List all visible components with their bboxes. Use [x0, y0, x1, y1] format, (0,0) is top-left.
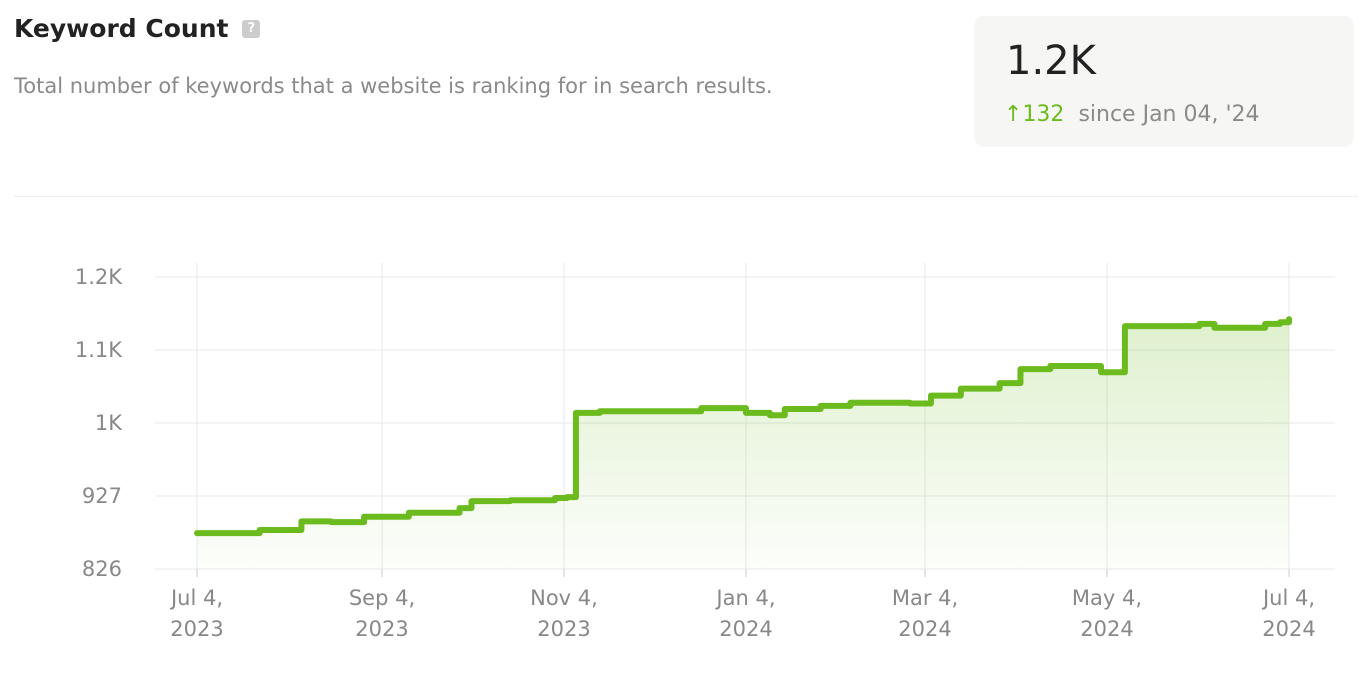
question-icon[interactable]: ?: [242, 19, 261, 38]
y-tick-label: 927: [82, 484, 122, 508]
x-tick-label: 2024: [1262, 617, 1315, 641]
x-tick-label: Nov 4,: [530, 586, 598, 610]
y-tick-label: 1.1K: [75, 338, 123, 362]
page-title: Keyword Count ?: [14, 14, 261, 43]
title-text: Keyword Count: [14, 14, 229, 43]
x-tick-label: 2023: [537, 617, 590, 641]
x-tick-label: 2023: [355, 617, 408, 641]
divider: [14, 196, 1358, 197]
y-tick-label: 1K: [95, 411, 123, 435]
since-label: since Jan 04, '24: [1078, 102, 1260, 127]
x-tick-label: Jan 4,: [714, 586, 775, 610]
change-indicator: ↑132 since Jan 04, '24: [1004, 102, 1260, 127]
arrow-up-icon: ↑: [1004, 102, 1023, 127]
change-value: 132: [1022, 102, 1065, 127]
keyword-total: 1.2K: [1006, 38, 1096, 84]
x-tick-label: Mar 4,: [892, 586, 958, 610]
y-tick-label: 826: [82, 557, 122, 581]
subtitle: Total number of keywords that a website …: [14, 74, 773, 98]
x-tick-label: Jul 4,: [1261, 586, 1315, 610]
x-tick-label: May 4,: [1072, 586, 1142, 610]
summary-card: 1.2K ↑132 since Jan 04, '24: [974, 16, 1354, 147]
x-tick-label: 2023: [170, 617, 223, 641]
x-tick-label: 2024: [1080, 617, 1133, 641]
x-tick-label: Sep 4,: [349, 586, 415, 610]
area-fill: [197, 319, 1289, 569]
y-tick-label: 1.2K: [75, 265, 123, 289]
x-tick-label: 2024: [719, 617, 772, 641]
x-tick-label: Jul 4,: [169, 586, 223, 610]
x-tick-label: 2024: [898, 617, 951, 641]
